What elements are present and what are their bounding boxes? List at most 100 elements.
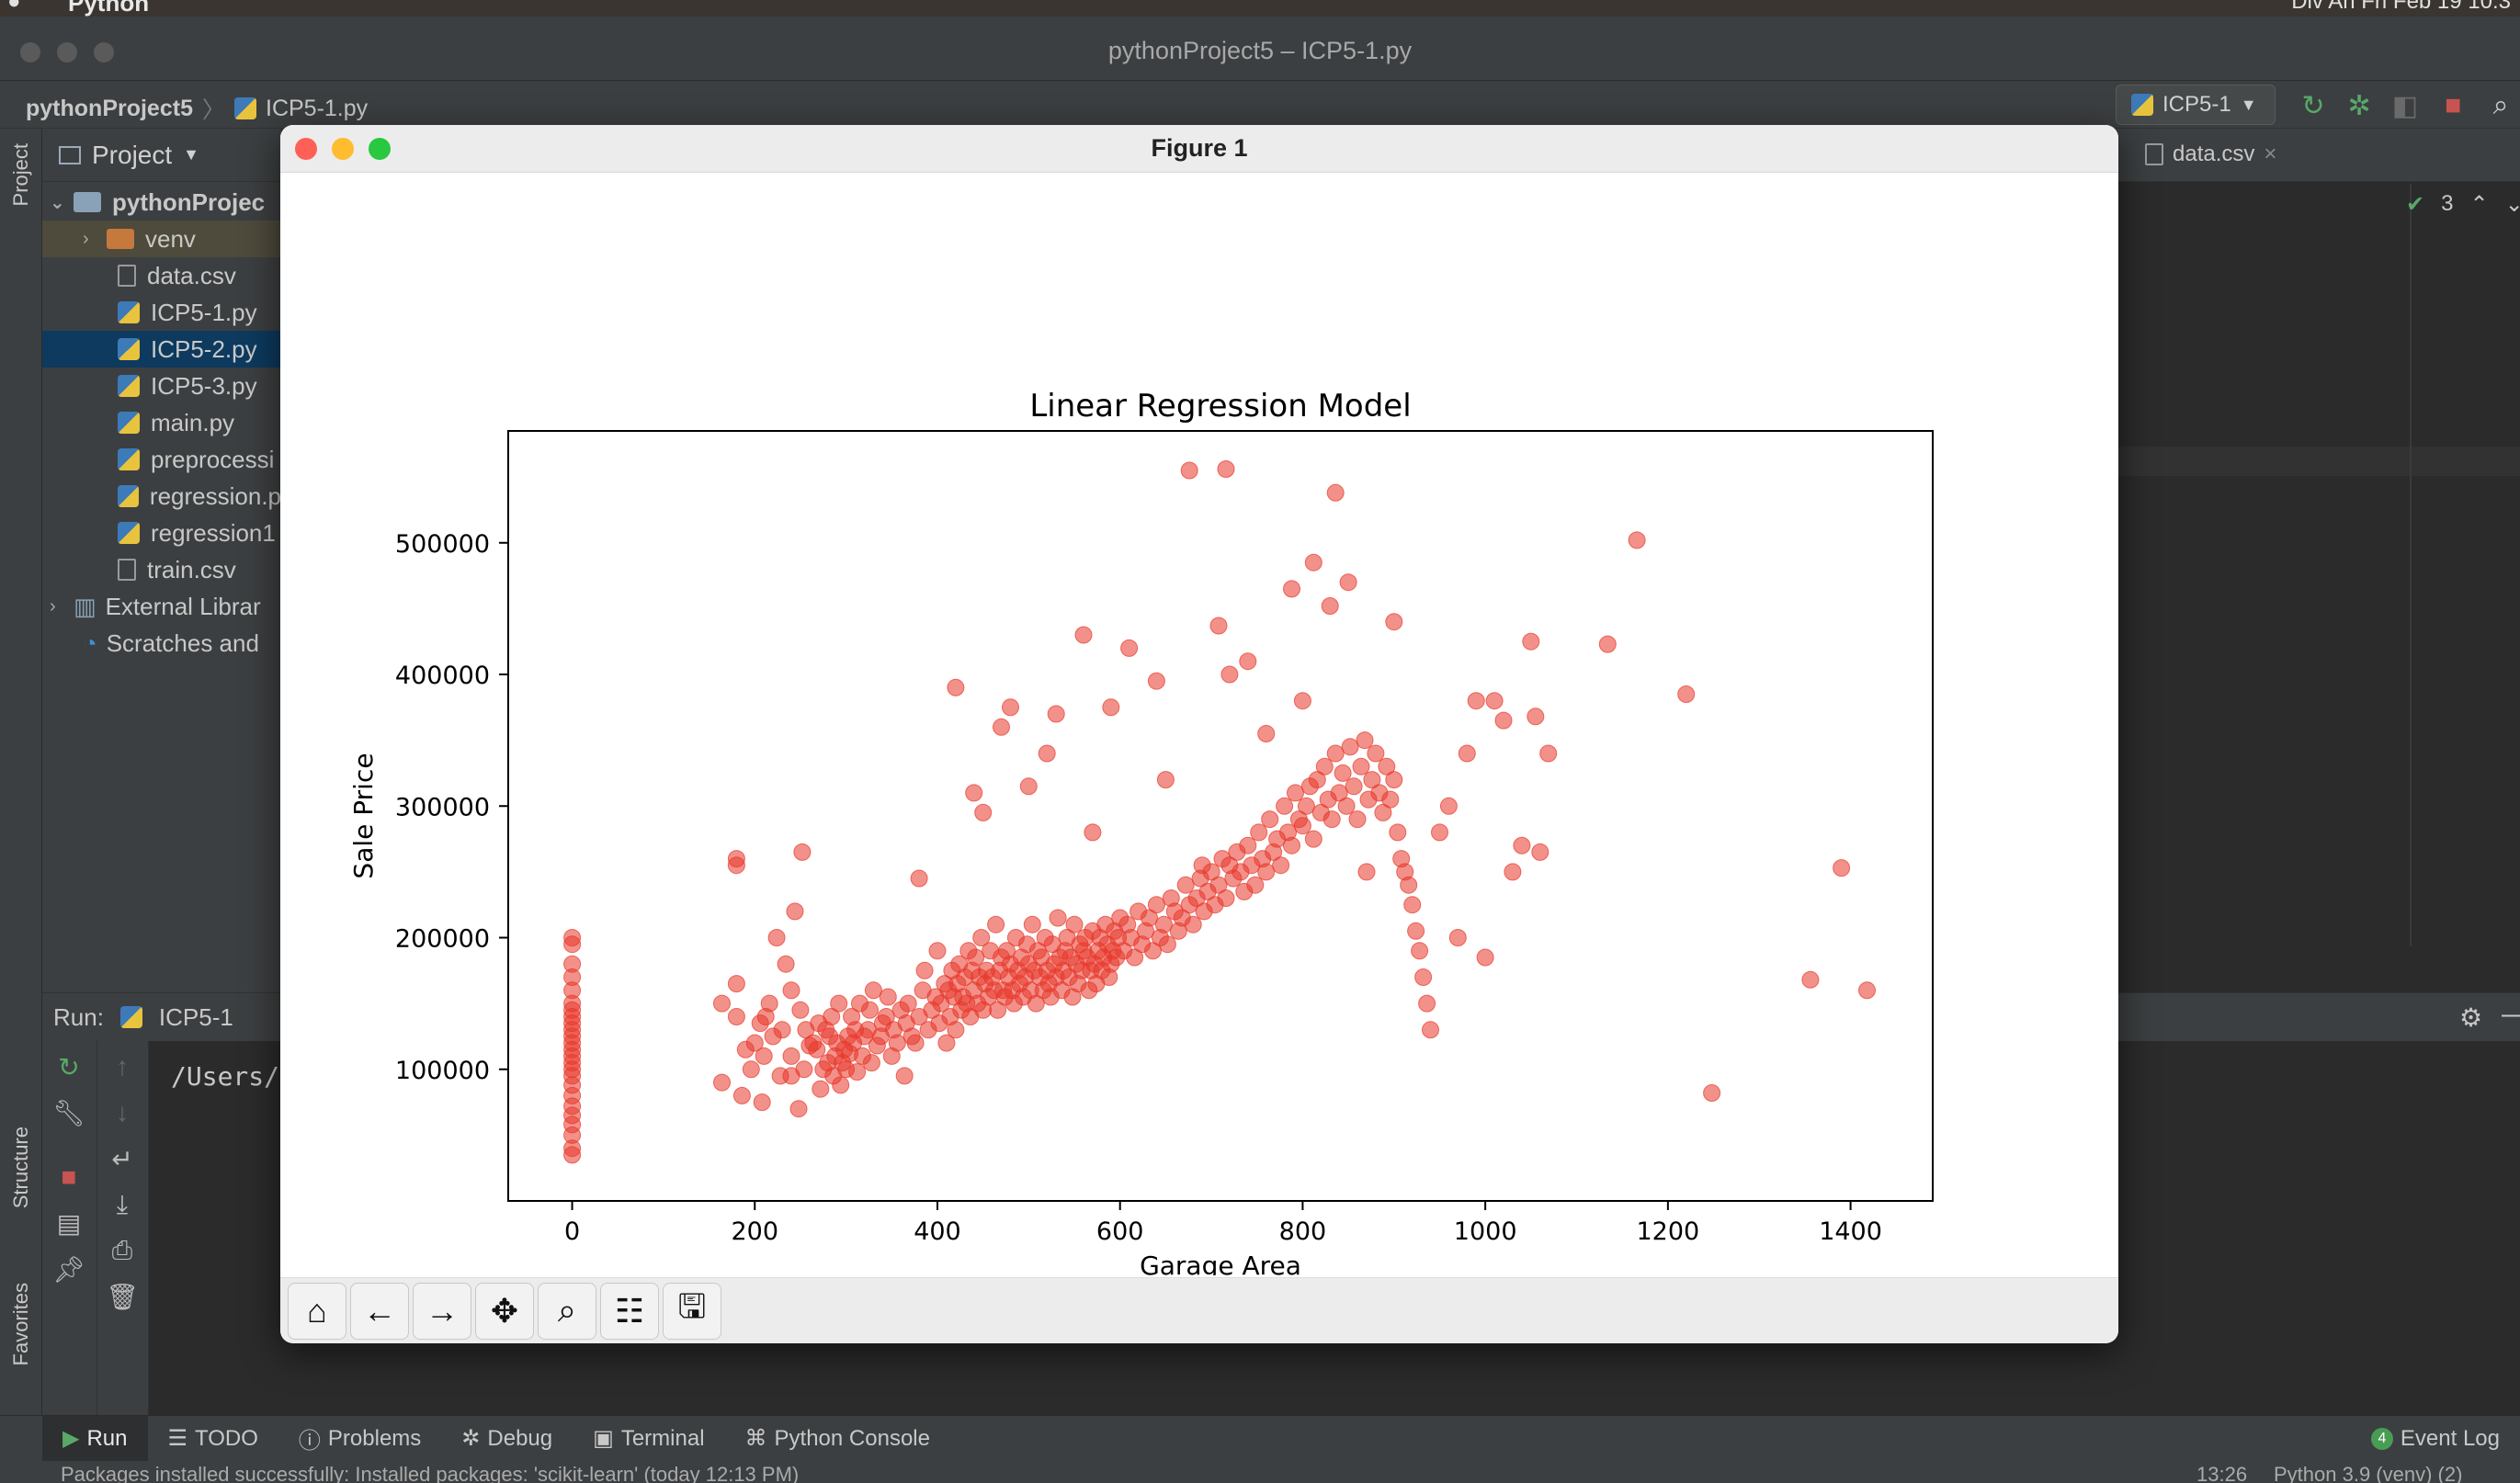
- tree-item-train-csv[interactable]: train.csv: [42, 551, 281, 588]
- scatter-point: [1193, 856, 1211, 875]
- scroll-to-end-icon[interactable]: ⤓: [116, 1190, 129, 1218]
- zoom-window-button[interactable]: [369, 138, 391, 160]
- scatter-point: [1019, 777, 1038, 796]
- search-icon[interactable]: ⌕: [2492, 90, 2509, 120]
- debug-bug-icon[interactable]: ✲: [2347, 91, 2371, 121]
- scatter-point: [1357, 863, 1376, 881]
- y-tick-label: 300000: [395, 793, 490, 821]
- pin-icon[interactable]: 📌︎: [52, 1255, 85, 1284]
- close-window-button[interactable]: [20, 42, 40, 62]
- wrench-icon[interactable]: 🔧︎: [52, 1099, 85, 1127]
- tree-item-label: ICP5-2.py: [151, 334, 257, 363]
- scatter-point: [895, 1067, 914, 1085]
- forward-button[interactable]: →: [413, 1282, 471, 1340]
- tree-item-icp5-1[interactable]: ICP5-1.py: [42, 294, 281, 331]
- apple-icon[interactable]: ●: [7, 0, 21, 14]
- close-icon[interactable]: ×: [2264, 142, 2277, 166]
- tree-item-preprocessing[interactable]: preprocessi: [42, 441, 281, 478]
- scatter-point: [1065, 915, 1084, 934]
- tab-problems[interactable]: ⓘ Problems: [278, 1416, 441, 1462]
- home-button[interactable]: ⌂: [288, 1282, 346, 1340]
- rerun-icon[interactable]: ↻: [58, 1053, 80, 1081]
- back-button[interactable]: ←: [350, 1282, 409, 1340]
- scatter-point: [1147, 896, 1165, 914]
- tree-item-venv[interactable]: › venv: [42, 221, 281, 257]
- arrow-down-icon[interactable]: ↓: [116, 1098, 129, 1126]
- caret-position[interactable]: 13:26: [2196, 1463, 2248, 1483]
- forward-arrow-icon: →: [426, 1291, 459, 1330]
- scatter-point: [1308, 771, 1326, 789]
- arrow-up-icon[interactable]: ↑: [116, 1052, 129, 1081]
- python-file-icon: [118, 448, 140, 470]
- tab-terminal[interactable]: ▣ Terminal: [573, 1416, 724, 1462]
- scatter-point: [1485, 692, 1504, 710]
- configure-subplots-icon: ☷: [614, 1291, 645, 1330]
- stop-icon[interactable]: ■: [61, 1162, 77, 1191]
- tree-item-label: data.csv: [147, 261, 236, 289]
- chevron-down-icon[interactable]: ⌄: [2504, 192, 2520, 217]
- scatter-point: [1348, 810, 1367, 829]
- layout-icon[interactable]: ▤: [56, 1209, 82, 1238]
- interpreter-selector[interactable]: Python 3.9 (venv) (2): [2274, 1463, 2463, 1483]
- event-log-button[interactable]: 4 Event Log: [2351, 1416, 2520, 1462]
- project-panel-header[interactable]: Project ▼: [42, 129, 281, 182]
- tab-data-csv[interactable]: data.csv ×: [2145, 142, 2276, 167]
- console-output[interactable]: /Users/d: [171, 1061, 295, 1092]
- scatter-point: [1304, 553, 1322, 572]
- stop-icon[interactable]: ■: [2444, 90, 2462, 120]
- hide-panel-icon[interactable]: —: [2502, 999, 2520, 1030]
- scatter-point: [906, 1034, 925, 1052]
- rerun-icon[interactable]: ↻: [2301, 91, 2325, 121]
- soft-wrap-icon[interactable]: ↵: [111, 1145, 133, 1173]
- menubar-app-name[interactable]: Python: [68, 0, 150, 17]
- tab-run[interactable]: ▶ Run: [42, 1415, 148, 1462]
- pan-button[interactable]: ✥: [475, 1282, 534, 1340]
- tree-item-icp5-2[interactable]: ICP5-2.py: [42, 331, 281, 368]
- play-icon: ▶: [62, 1426, 80, 1451]
- structure-tool-tab[interactable]: Structure: [9, 1126, 32, 1209]
- figure-window: Figure 1 Linear Regression Model 0 200 400…: [280, 125, 2118, 1343]
- tree-item-data-csv[interactable]: data.csv: [42, 257, 281, 294]
- gear-icon[interactable]: ⚙: [2459, 1003, 2483, 1032]
- scatter-point: [877, 1008, 895, 1025]
- tree-item-root[interactable]: ⌄ pythonProjec: [42, 184, 281, 221]
- zoom-window-button[interactable]: [94, 42, 114, 62]
- favorites-tool-tab[interactable]: Favorites: [9, 1283, 32, 1366]
- menubar-clock[interactable]: Div An Fri Feb 19 10:3: [2291, 0, 2511, 14]
- project-tool-tab[interactable]: Project: [9, 143, 32, 207]
- tab-todo[interactable]: ☰ TODO: [148, 1416, 278, 1462]
- minimize-window-button[interactable]: [332, 138, 354, 160]
- inspection-count: 3: [2441, 191, 2454, 216]
- breadcrumb-project[interactable]: pythonProject5: [26, 95, 193, 121]
- tab-python-console[interactable]: ⌘ Python Console: [725, 1416, 950, 1462]
- scatter-point: [972, 929, 991, 946]
- tree-item-icp5-3[interactable]: ICP5-3.py: [42, 368, 281, 404]
- scatter-point: [967, 948, 985, 967]
- close-window-button[interactable]: [295, 138, 317, 160]
- inspections-widget[interactable]: ✔ 3 ⌃ ⌄: [2406, 191, 2520, 218]
- tab-debug[interactable]: ✲ Debug: [441, 1416, 573, 1462]
- scatter-point: [791, 1001, 810, 1019]
- trash-icon[interactable]: 🗑︎: [106, 1283, 139, 1311]
- x-axis-ticks: 0 200 400 600 800 1000 1200 1400: [564, 1201, 1882, 1246]
- minimize-window-button[interactable]: [57, 42, 77, 62]
- status-message[interactable]: Packages installed successfully: Install…: [61, 1463, 800, 1483]
- figure-canvas[interactable]: Linear Regression Model 0 200 400 600 800 100…: [280, 173, 2118, 1275]
- x-tick-label: 0: [564, 1217, 580, 1246]
- run-config-selector[interactable]: ICP5-1 ▼: [2116, 85, 2276, 125]
- save-button[interactable]: 🖫: [663, 1282, 721, 1340]
- tree-item-external-libraries[interactable]: › ▥ External Librar: [42, 588, 281, 625]
- chevron-up-icon[interactable]: ⌃: [2469, 192, 2489, 217]
- pan-icon: ✥: [490, 1291, 519, 1330]
- zoom-button[interactable]: ⌕: [538, 1282, 596, 1340]
- print-icon[interactable]: ⎙: [111, 1236, 133, 1264]
- coverage-icon[interactable]: ◧: [2391, 91, 2419, 121]
- axes-frame: [507, 430, 1934, 1202]
- tree-item-main[interactable]: main.py: [42, 404, 281, 441]
- tree-item-regression1[interactable]: regression1: [42, 515, 281, 551]
- run-tab-icp5-1[interactable]: ICP5-1: [158, 1002, 233, 1031]
- breadcrumb-file[interactable]: ICP5-1.py: [266, 95, 369, 121]
- tree-item-scratches[interactable]: ◔ Scratches and: [42, 625, 281, 662]
- configure-subplots-button[interactable]: ☷: [600, 1282, 659, 1340]
- tree-item-regression[interactable]: regression.p: [42, 478, 281, 515]
